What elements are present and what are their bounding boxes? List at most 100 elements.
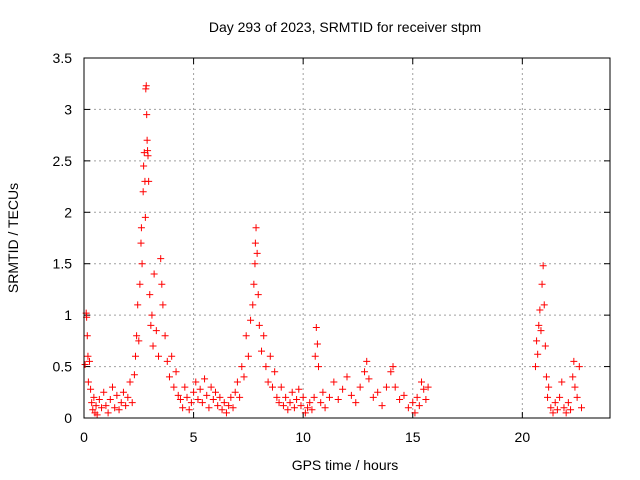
data-point xyxy=(102,402,110,410)
data-point xyxy=(119,388,127,396)
data-point xyxy=(396,395,404,403)
data-point xyxy=(363,357,371,365)
data-point xyxy=(301,409,309,417)
data-point xyxy=(185,406,193,414)
data-point xyxy=(113,391,121,399)
data-point xyxy=(142,82,150,90)
x-tick-label: 15 xyxy=(405,429,421,445)
data-point xyxy=(538,280,546,288)
data-point xyxy=(108,383,116,391)
y-tick-label: 2 xyxy=(64,204,72,220)
data-point xyxy=(544,393,552,401)
data-point xyxy=(536,306,544,314)
data-point xyxy=(137,239,145,247)
data-point xyxy=(194,395,202,403)
data-point xyxy=(85,357,93,365)
x-tick-label: 5 xyxy=(190,429,198,445)
data-point xyxy=(88,399,96,407)
data-point xyxy=(130,371,138,379)
data-point xyxy=(415,402,423,410)
data-point xyxy=(253,249,261,257)
data-point xyxy=(100,388,108,396)
data-point xyxy=(135,337,143,345)
data-point xyxy=(158,280,166,288)
data-point xyxy=(183,393,191,401)
data-point xyxy=(312,323,320,331)
data-point xyxy=(181,383,189,391)
y-tick-label: 2.5 xyxy=(53,153,73,169)
data-point xyxy=(330,378,338,386)
data-point xyxy=(104,409,112,417)
data-point xyxy=(571,383,579,391)
chart-title: Day 293 of 2023, SRMTID for receiver stp… xyxy=(209,19,481,35)
data-point xyxy=(111,404,119,412)
data-point xyxy=(275,399,283,407)
data-point xyxy=(90,393,98,401)
data-point xyxy=(81,361,89,369)
data-point xyxy=(168,352,176,360)
data-point xyxy=(365,375,373,383)
data-point xyxy=(216,393,224,401)
data-point xyxy=(537,327,545,335)
data-point xyxy=(242,332,250,340)
data-point xyxy=(556,393,564,401)
data-point xyxy=(551,399,559,407)
y-tick-label: 1 xyxy=(64,307,72,323)
x-tick-label: 20 xyxy=(515,429,531,445)
data-point xyxy=(413,393,421,401)
data-point xyxy=(143,111,151,119)
data-point xyxy=(212,388,219,396)
data-point xyxy=(304,404,312,412)
data-point xyxy=(279,402,287,410)
data-point xyxy=(288,388,296,396)
data-point xyxy=(420,385,428,393)
data-point xyxy=(192,378,200,386)
data-point xyxy=(251,260,259,268)
data-point xyxy=(132,352,140,360)
data-point xyxy=(382,383,390,391)
data-point xyxy=(196,385,204,393)
data-point xyxy=(315,363,323,371)
plot-frame xyxy=(83,57,611,419)
data-point xyxy=(570,357,578,365)
data-point xyxy=(534,350,542,358)
data-point xyxy=(295,385,303,393)
grid-lines xyxy=(84,58,610,418)
data-point xyxy=(558,378,566,386)
data-point xyxy=(308,406,316,414)
data-point xyxy=(547,404,555,412)
data-point xyxy=(389,363,397,371)
data-point xyxy=(136,280,144,288)
data-point xyxy=(569,373,577,381)
data-point xyxy=(535,321,543,329)
data-point xyxy=(198,399,206,407)
data-point xyxy=(147,321,155,329)
data-point xyxy=(549,409,557,417)
data-point xyxy=(152,327,160,335)
data-point xyxy=(282,393,290,401)
data-point xyxy=(264,378,272,386)
data-point xyxy=(321,404,329,412)
data-point xyxy=(271,368,279,376)
data-point xyxy=(334,395,342,403)
data-point xyxy=(266,352,274,360)
data-point xyxy=(236,393,244,401)
data-point xyxy=(229,404,237,412)
data-point xyxy=(87,385,95,393)
data-point xyxy=(117,399,125,407)
data-point xyxy=(540,301,548,309)
data-point xyxy=(374,388,382,396)
data-point xyxy=(106,395,114,403)
data-point xyxy=(146,291,154,299)
y-tick-label: 0 xyxy=(64,410,72,426)
data-point xyxy=(250,280,258,288)
data-point xyxy=(286,399,294,407)
data-point xyxy=(205,404,213,412)
data-point xyxy=(155,352,163,360)
data-point xyxy=(531,363,539,371)
data-point xyxy=(238,363,246,371)
data-point xyxy=(220,399,228,407)
data-point xyxy=(409,399,417,407)
data-point xyxy=(157,255,165,263)
data-point xyxy=(578,404,586,412)
